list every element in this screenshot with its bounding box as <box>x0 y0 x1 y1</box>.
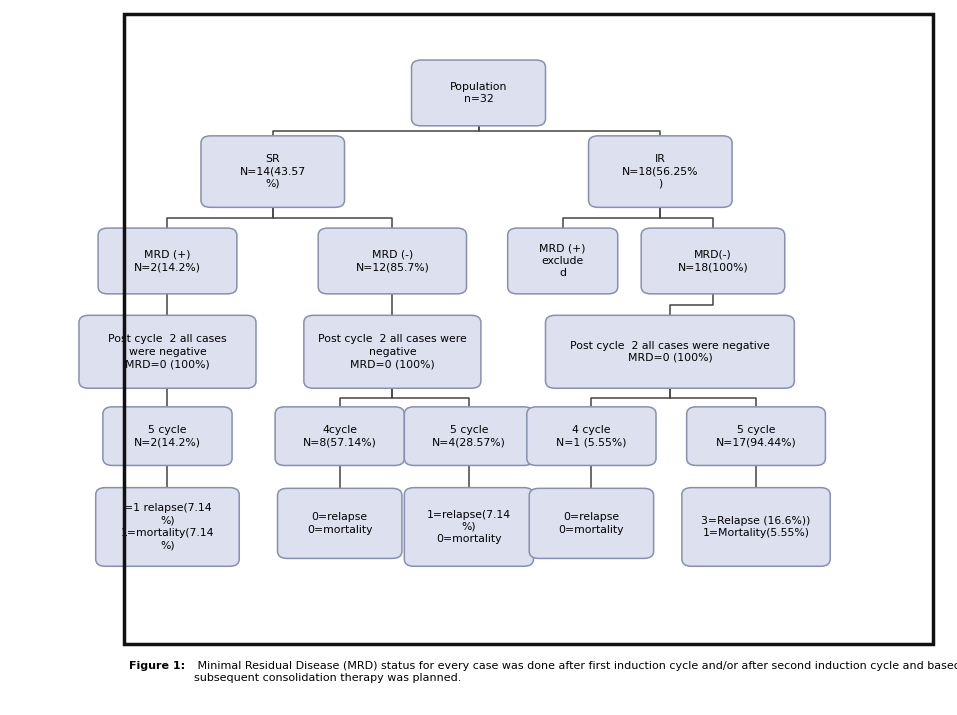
FancyBboxPatch shape <box>405 488 534 566</box>
Text: MRD (+)
exclude
d: MRD (+) exclude d <box>540 244 586 278</box>
Text: 0=relapse
0=mortality: 0=relapse 0=mortality <box>307 512 372 535</box>
Text: Figure 1:: Figure 1: <box>129 661 186 671</box>
FancyBboxPatch shape <box>405 407 534 465</box>
Text: 4cycle
N=8(57.14%): 4cycle N=8(57.14%) <box>302 425 377 448</box>
FancyBboxPatch shape <box>529 488 654 558</box>
Text: 1=relapse(7.14
%)
0=mortality: 1=relapse(7.14 %) 0=mortality <box>427 510 511 544</box>
FancyBboxPatch shape <box>276 407 405 465</box>
Text: 5 cycle
N=17(94.44%): 5 cycle N=17(94.44%) <box>716 425 796 448</box>
FancyBboxPatch shape <box>589 136 732 207</box>
FancyBboxPatch shape <box>99 228 237 294</box>
Bar <box>124 14 933 644</box>
Text: Minimal Residual Disease (MRD) status for every case was done after first induct: Minimal Residual Disease (MRD) status fo… <box>194 661 957 683</box>
Text: Population
n=32: Population n=32 <box>450 82 507 104</box>
Text: 3=Relapse (16.6%))
1=Mortality(5.55%): 3=Relapse (16.6%)) 1=Mortality(5.55%) <box>701 516 811 538</box>
FancyBboxPatch shape <box>682 488 831 566</box>
Text: 4 cycle
N=1 (5.55%): 4 cycle N=1 (5.55%) <box>556 425 627 448</box>
Text: 5 cycle
N=4(28.57%): 5 cycle N=4(28.57%) <box>432 425 506 448</box>
Text: Post cycle  2 all cases were negative
MRD=0 (100%): Post cycle 2 all cases were negative MRD… <box>570 340 769 363</box>
FancyBboxPatch shape <box>103 407 233 465</box>
Text: 0=relapse
0=mortality: 0=relapse 0=mortality <box>559 512 624 535</box>
Text: SR
N=14(43.57
%): SR N=14(43.57 %) <box>239 154 306 189</box>
FancyBboxPatch shape <box>278 488 402 558</box>
Text: IR
N=18(56.25%
): IR N=18(56.25% ) <box>622 154 699 189</box>
FancyBboxPatch shape <box>545 315 794 388</box>
FancyBboxPatch shape <box>508 228 618 294</box>
FancyBboxPatch shape <box>201 136 345 207</box>
Text: MRD (+)
N=2(14.2%): MRD (+) N=2(14.2%) <box>134 250 201 272</box>
Text: Post cycle  2 all cases were
negative
MRD=0 (100%): Post cycle 2 all cases were negative MRD… <box>318 335 467 369</box>
FancyBboxPatch shape <box>96 488 239 566</box>
Text: Post cycle  2 all cases
were negative
MRD=0 (100%): Post cycle 2 all cases were negative MRD… <box>108 335 227 369</box>
Text: =1 relapse(7.14
%)
1=mortality(7.14
%): =1 relapse(7.14 %) 1=mortality(7.14 %) <box>121 503 214 551</box>
FancyBboxPatch shape <box>318 228 466 294</box>
FancyBboxPatch shape <box>687 407 826 465</box>
FancyBboxPatch shape <box>641 228 785 294</box>
Text: 5 cycle
N=2(14.2%): 5 cycle N=2(14.2%) <box>134 425 201 448</box>
FancyBboxPatch shape <box>78 315 256 388</box>
FancyBboxPatch shape <box>304 315 480 388</box>
FancyBboxPatch shape <box>412 60 545 126</box>
Text: MRD (-)
N=12(85.7%): MRD (-) N=12(85.7%) <box>355 250 430 272</box>
FancyBboxPatch shape <box>526 407 657 465</box>
Text: MRD(-)
N=18(100%): MRD(-) N=18(100%) <box>678 250 748 272</box>
